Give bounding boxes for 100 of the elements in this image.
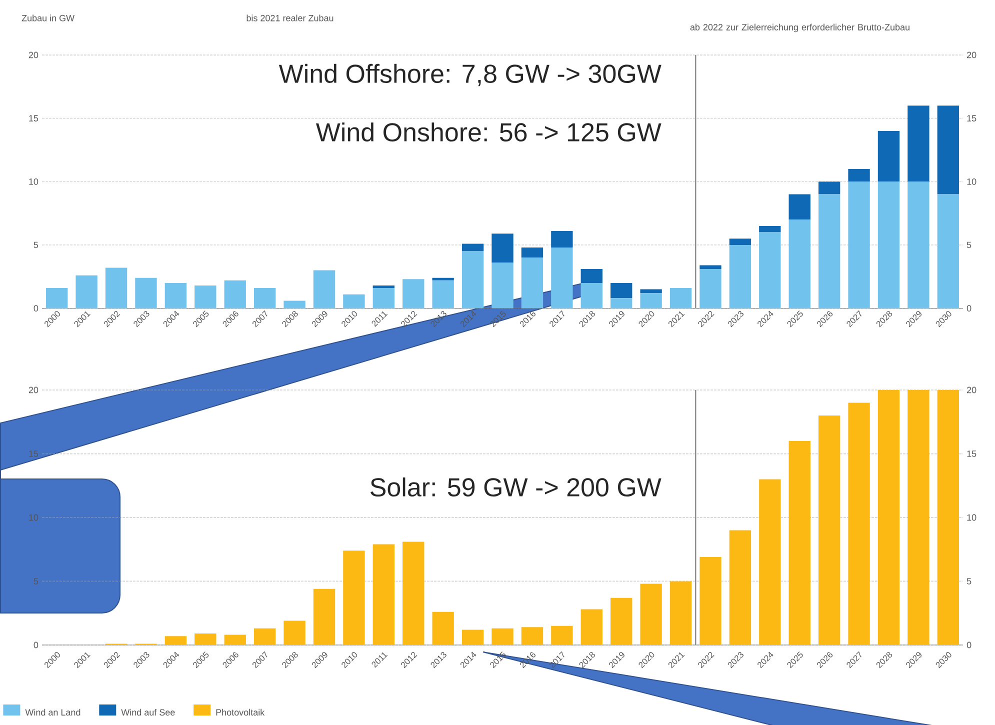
- bar: [432, 612, 454, 645]
- bar: [878, 182, 900, 308]
- legend-label: Wind an Land: [25, 708, 80, 716]
- bar: [729, 238, 752, 245]
- y2-tick-label: 15: [967, 450, 976, 457]
- bar: [164, 636, 187, 645]
- y-axis-title: Zubau in GW: [22, 14, 75, 22]
- bar: [878, 390, 900, 645]
- y-tick-label: 10: [29, 178, 38, 185]
- bar: [640, 584, 662, 645]
- text: bis 2021 realer Zubau: [246, 14, 334, 22]
- bar: [521, 248, 544, 258]
- bar: [372, 288, 395, 308]
- bar: [580, 269, 602, 283]
- bar: [848, 182, 870, 308]
- y-tick-label: 5: [34, 242, 38, 248]
- bar: [878, 130, 900, 182]
- bar: [284, 300, 306, 308]
- y2-tick-label: 20: [967, 386, 976, 394]
- bar: [848, 402, 870, 645]
- bar: [908, 182, 930, 308]
- bar: [194, 634, 216, 645]
- bar: [46, 288, 68, 308]
- bar: [551, 626, 573, 645]
- bar: [521, 258, 544, 308]
- bar: [254, 288, 276, 308]
- bar: [610, 282, 632, 298]
- bar: [640, 289, 662, 294]
- bar: [908, 106, 930, 182]
- bar: [937, 194, 960, 308]
- bar: [729, 244, 752, 308]
- bar: [818, 416, 840, 645]
- bar: [402, 279, 424, 308]
- y2-tick-label: 0: [966, 305, 972, 312]
- bar: [135, 278, 157, 308]
- text: ab 2022 zur Zielerreichung erforderlicher Brutto-Zubau: [690, 24, 910, 32]
- bar: [521, 627, 544, 645]
- bar: [759, 226, 781, 232]
- bar: [788, 194, 810, 220]
- bar: [580, 282, 602, 308]
- y2-tick-label: 0: [966, 642, 972, 648]
- y-tick-label: 15: [29, 115, 38, 122]
- annotation: Wind Offshore: 7,8 GW -> 30GW: [278, 64, 662, 86]
- bar: [432, 278, 454, 280]
- bar: [788, 440, 810, 645]
- bar: [788, 220, 810, 308]
- bar: [551, 248, 573, 308]
- y2-tick-label: 20: [967, 52, 976, 58]
- bar: [937, 390, 960, 645]
- bar: [313, 270, 336, 308]
- bar: [759, 479, 781, 645]
- y-tick-label: 5: [34, 578, 38, 584]
- y-tick-label: 20: [28, 52, 38, 58]
- bar: [670, 581, 692, 645]
- bar: [164, 282, 187, 308]
- y-tick-label: 0: [34, 305, 38, 312]
- bar: [462, 251, 484, 308]
- bar: [492, 262, 514, 308]
- bar: [640, 293, 662, 308]
- bar: [818, 182, 840, 194]
- bar: [551, 231, 573, 248]
- bar: [580, 609, 602, 645]
- bar: [462, 630, 484, 645]
- bar: [284, 620, 306, 645]
- bar: [343, 294, 365, 308]
- bar: [492, 628, 514, 645]
- bar: [402, 542, 424, 645]
- bar: [700, 269, 722, 308]
- y2-tick-label: 10: [967, 514, 976, 521]
- bar: [848, 168, 870, 182]
- bar: [372, 544, 395, 645]
- y-tick-label: 0: [34, 642, 38, 648]
- bar: [105, 268, 128, 308]
- bar: [224, 634, 246, 645]
- legend-label: Photovoltaik: [216, 708, 265, 716]
- bar: [670, 288, 692, 308]
- bar: [432, 280, 454, 308]
- y2-tick-label: 5: [966, 242, 972, 248]
- y-tick-label: 10: [29, 514, 38, 521]
- bar: [194, 285, 216, 308]
- bar: [492, 234, 514, 263]
- bar: [313, 588, 336, 645]
- bar: [937, 106, 960, 194]
- y-tick-label: 15: [29, 450, 38, 457]
- bar: [224, 280, 246, 308]
- bar: [254, 628, 276, 645]
- legend-label: Wind auf See: [121, 708, 175, 716]
- bar: [372, 285, 395, 288]
- bar: [729, 530, 752, 645]
- bar: [759, 232, 781, 308]
- annotation: Solar: 59 GW -> 200 GW: [370, 477, 662, 497]
- y2-tick-label: 10: [967, 178, 976, 185]
- bar: [610, 298, 632, 308]
- bar: [462, 244, 484, 252]
- bar: [700, 265, 722, 270]
- bar: [908, 390, 930, 645]
- bar: [818, 194, 840, 308]
- bar: [610, 598, 632, 645]
- y2-tick-label: 5: [966, 578, 972, 584]
- y2-tick-label: 15: [967, 115, 976, 122]
